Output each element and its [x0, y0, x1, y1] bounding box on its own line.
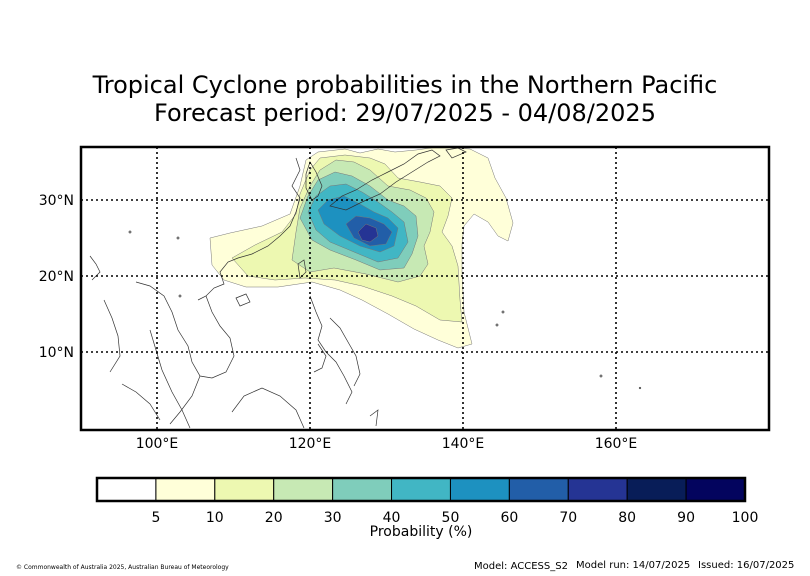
colorbar-swatch	[685, 477, 746, 502]
colorbar-swatch	[332, 477, 393, 502]
colorbar-swatch	[391, 477, 451, 502]
colorbar-frame	[95, 476, 747, 503]
model-name: Model: ACCESS_S2	[474, 561, 568, 572]
map-title-line2: Forecast period: 29/07/2025 - 04/08/2025	[154, 99, 656, 127]
colorbar-swatch	[508, 477, 569, 502]
colorbar-tick-label: 90	[677, 510, 695, 526]
colorbar	[95, 476, 747, 503]
graticule	[81, 147, 769, 430]
lat-tick-10n: 10°N	[39, 345, 74, 361]
lon-tick-120e: 120°E	[289, 436, 332, 452]
lon-tick-100e: 100°E	[136, 436, 179, 452]
colorbar-swatch	[214, 477, 275, 502]
colorbar-tick-label: 80	[618, 510, 637, 526]
coastlines	[89, 147, 642, 429]
map-title-line1: Tropical Cyclone probabilities in the No…	[92, 71, 718, 99]
map-frame	[79, 145, 771, 432]
colorbar-tick-label: 30	[323, 510, 342, 526]
issued-date: Issued: 16/07/2025	[698, 560, 795, 571]
contour-70	[357, 223, 379, 243]
copyright-text: © Commonwealth of Australia 2025, Austra…	[16, 564, 229, 571]
colorbar-tick-label: 5	[151, 510, 161, 526]
lat-tick-20n: 20°N	[39, 269, 74, 285]
colorbar-swatch	[155, 477, 216, 502]
colorbar-swatch	[626, 477, 687, 502]
colorbar-tick-label: 50	[441, 510, 460, 526]
colorbar-tick-label: 40	[382, 510, 401, 526]
colorbar-tick-label: 60	[500, 510, 519, 526]
lon-tick-140e: 140°E	[442, 436, 485, 452]
colorbar-tick-label: 20	[264, 510, 283, 526]
lon-tick-160e: 160°E	[595, 436, 638, 452]
colorbar-swatch	[449, 477, 510, 502]
colorbar-tick-label: 10	[205, 510, 224, 526]
colorbar-swatch	[567, 477, 628, 502]
model-run-date: Model run: 14/07/2025	[576, 560, 691, 571]
probability-contours	[209, 147, 514, 349]
colorbar-label: Probability (%)	[369, 524, 473, 540]
colorbar-tick-label: 70	[559, 510, 578, 526]
colorbar-tick-label: 100	[731, 510, 759, 526]
colorbar-swatch	[96, 477, 157, 502]
colorbar-swatch	[273, 477, 334, 502]
lat-tick-30n: 30°N	[39, 193, 74, 209]
